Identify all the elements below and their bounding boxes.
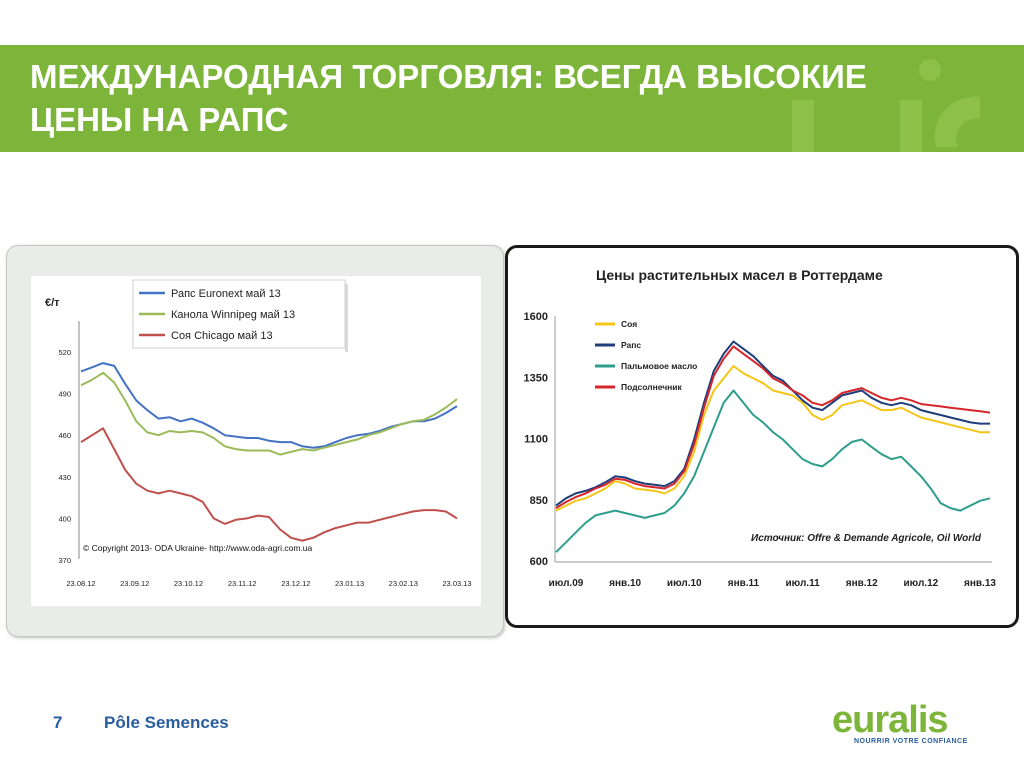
y-tick-label: 370 <box>58 556 71 565</box>
y-tick-label: 430 <box>58 473 71 482</box>
legend-box-shadow <box>345 284 348 352</box>
x-tick-label: июл.09 <box>549 578 584 589</box>
page-number: 7 <box>53 713 63 732</box>
logo-tagline: NOURRIR VOTRE CONFIANCE <box>854 738 968 745</box>
y-tick-label: 850 <box>530 495 548 507</box>
x-tick-label: 23.09.12 <box>120 579 149 588</box>
y-axis-label: €/т <box>45 297 60 309</box>
x-tick-label: янв.11 <box>728 578 760 589</box>
legend-label: Рапс <box>621 340 641 350</box>
rotterdam-oil-prices-chart: Цены растительных масел в Роттердаме 160… <box>524 267 997 589</box>
left-chart-area: €/т 520 490 460 430 400 370 23.08.12 23.09.12 2… <box>31 276 481 606</box>
y-tick-label: 460 <box>58 431 71 440</box>
x-tick-label: янв.12 <box>846 578 878 589</box>
x-tick-label: янв.13 <box>964 578 996 589</box>
left-chart-panel: €/т 520 490 460 430 400 370 23.08.12 23.09.12 2… <box>6 245 504 637</box>
x-tick-label: 23.02.13 <box>389 579 418 588</box>
x-tick-label: июл.10 <box>667 578 702 589</box>
legend-label: Соя <box>621 319 637 329</box>
legend-label: Подсолнечник <box>621 382 683 392</box>
y-tick-label: 600 <box>530 556 548 568</box>
x-tick-label: июл.12 <box>904 578 939 589</box>
x-tick-label: 23.11.12 <box>228 579 257 588</box>
legend-label: Соя Chicago май 13 <box>171 330 273 342</box>
legend-box <box>132 279 346 349</box>
legend-label: Рапс Euronext май 13 <box>171 288 281 300</box>
series-line-2 <box>80 371 458 456</box>
copyright-annotation: © Copyright 2013- ODA Ukraine- http://ww… <box>83 543 313 553</box>
right-chart-panel: Цены растительных масел в Роттердаме 160… <box>505 245 1019 628</box>
x-tick-label: 23.10.12 <box>174 579 203 588</box>
source-annotation: Источник: Offre & Demande Agricole, Oil … <box>751 533 982 544</box>
page-title: МЕЖДУНАРОДНАЯ ТОРГОВЛЯ: ВСЕГДА ВЫСОКИЕ Ц… <box>30 55 930 141</box>
series-line-1 <box>555 365 990 512</box>
x-tick-label: 23.01.13 <box>335 579 364 588</box>
euralis-logo: euralis NOURRIR VOTRE CONFIANCE <box>832 700 992 752</box>
series-line-3 <box>80 427 458 542</box>
x-tick-label: июл.11 <box>786 578 821 589</box>
page-title-line-2: ЦЕНЫ НА РАПС <box>30 101 289 138</box>
series-line-1 <box>80 362 458 449</box>
series-line-3 <box>555 389 991 553</box>
chart-title: Цены растительных масел в Роттердаме <box>596 267 883 283</box>
title-banner: МЕЖДУНАРОДНАЯ ТОРГОВЛЯ: ВСЕГДА ВЫСОКИЕ Ц… <box>0 45 1024 152</box>
rapeseed-price-chart: €/т 520 490 460 430 400 370 23.08.12 23.09.12 2… <box>45 279 472 588</box>
page-title-line-1: МЕЖДУНАРОДНАЯ ТОРГОВЛЯ: ВСЕГДА ВЫСОКИЕ <box>30 58 867 95</box>
legend-label: Пальмовое масло <box>621 361 697 371</box>
legend-label: Канола Winnipeg май 13 <box>171 309 295 321</box>
logo-watermark-graphic <box>792 59 980 152</box>
y-tick-label: 1350 <box>524 372 548 384</box>
x-tick-label: 23.03.13 <box>442 579 471 588</box>
logo-wordmark: euralis <box>832 699 949 741</box>
y-tick-label: 520 <box>58 348 71 357</box>
footer-section-label: Pôle Semences <box>104 713 229 732</box>
series-line-4 <box>555 345 991 509</box>
x-tick-label: 23.08.12 <box>66 579 95 588</box>
series-line-2 <box>555 340 990 507</box>
y-tick-label: 490 <box>58 390 71 399</box>
y-tick-label: 1600 <box>524 311 548 323</box>
x-tick-label: 23.12.12 <box>281 579 310 588</box>
x-tick-label: янв.10 <box>609 578 641 589</box>
y-tick-label: 400 <box>58 514 71 523</box>
y-tick-label: 1100 <box>524 434 548 446</box>
